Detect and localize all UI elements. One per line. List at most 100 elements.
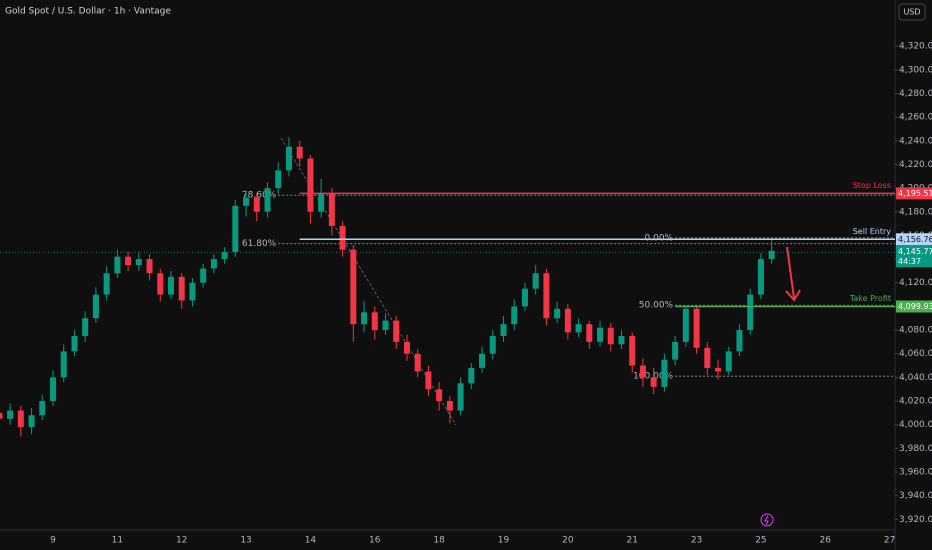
level-price: 4,156.76 [898, 235, 932, 244]
candle-body [607, 327, 614, 345]
fib-label: 61.80% [242, 239, 277, 249]
candle-body [564, 308, 571, 333]
candle-body [543, 273, 550, 319]
candle-body [307, 158, 314, 212]
y-tick-label: 3,920.00 [899, 515, 932, 525]
candle-body [479, 353, 486, 368]
candle-body [328, 194, 335, 226]
candle-body [511, 306, 518, 325]
candle-body [361, 312, 368, 325]
candle-body [457, 383, 464, 411]
candle-body [725, 351, 732, 372]
y-tick-label: 4,240.00 [899, 136, 932, 146]
candle-body [221, 251, 228, 260]
candle-body [575, 324, 582, 333]
level-badge [896, 300, 932, 313]
candle-body [17, 410, 24, 428]
candle-body [661, 359, 668, 387]
candle-body [393, 320, 400, 342]
x-tick-label: 14 [305, 536, 317, 546]
candle-body [125, 256, 132, 265]
x-tick-label: 27 [884, 536, 895, 546]
x-tick-label: 19 [498, 536, 510, 546]
candle-body [468, 367, 475, 384]
candle-body [768, 250, 775, 260]
x-tick-label: 9 [50, 536, 56, 546]
candle-body [318, 194, 325, 212]
y-tick-label: 3,960.00 [899, 468, 932, 478]
price-badge [896, 245, 932, 268]
candle-body [618, 335, 625, 345]
candle-body [28, 415, 35, 428]
y-tick-label: 4,300.00 [899, 65, 932, 75]
candle-body [693, 308, 700, 348]
fib-label: 78.60% [242, 191, 277, 201]
candle-body [114, 256, 121, 274]
candle-body [500, 324, 507, 336]
candle-body [736, 330, 743, 352]
candle-body [489, 335, 496, 354]
candle-body [253, 197, 260, 212]
currency-button[interactable] [898, 3, 926, 21]
candle-body [285, 146, 292, 171]
y-tick-label: 3,940.00 [899, 491, 932, 501]
level-name: Sell Entry [853, 227, 892, 236]
candle-body [49, 377, 56, 402]
x-tick-label: 21 [626, 536, 637, 546]
price-badge-value: 4,145.77 [898, 247, 932, 256]
candle-body [264, 188, 271, 212]
x-tick-label: 18 [433, 536, 445, 546]
currency-label[interactable]: USD [903, 8, 920, 17]
level-name: Stop Loss [853, 181, 891, 190]
x-tick-label: 12 [176, 536, 187, 546]
candle-body [296, 146, 303, 159]
candle-body [103, 273, 110, 295]
arrow-shaft [786, 246, 795, 299]
y-tick-label: 4,060.00 [899, 349, 932, 359]
level-price: 4,099.93 [898, 302, 932, 311]
x-tick-label: 11 [112, 536, 123, 546]
y-tick-label: 4,080.00 [899, 326, 932, 336]
candle-body [414, 353, 421, 372]
y-tick-label: 4,180.00 [899, 207, 932, 217]
y-tick-label: 4,120.00 [899, 278, 932, 288]
candle-body [682, 308, 689, 342]
x-tick-label: 25 [755, 536, 766, 546]
candle-body [82, 318, 89, 336]
candle-body [339, 225, 346, 250]
candle-body [350, 249, 357, 325]
y-tick-label: 4,000.00 [899, 420, 932, 430]
alert-icon[interactable] [760, 513, 774, 527]
y-tick-label: 3,980.00 [899, 444, 932, 454]
alert-bolt [764, 515, 769, 526]
x-tick-label: 26 [820, 536, 832, 546]
y-tick-label: 4,320.00 [899, 42, 932, 52]
candle-body [704, 347, 711, 368]
candle-body [715, 367, 722, 372]
chart-title: Gold Spot / U.S. Dollar · 1h · Vantage [5, 7, 171, 17]
y-tick-label: 4,260.00 [899, 113, 932, 123]
y-tick-label: 4,020.00 [899, 397, 932, 407]
x-tick-label: 23 [691, 536, 702, 546]
candle-body [403, 341, 410, 354]
candle-body [757, 259, 764, 295]
candle-body [650, 377, 657, 387]
candle-body [446, 401, 453, 411]
y-tick-label: 4,280.00 [899, 89, 932, 99]
candle-body [371, 312, 378, 331]
level-badge [896, 187, 932, 200]
candle-body [92, 294, 99, 319]
candle-body [200, 268, 207, 283]
candle-body [232, 205, 239, 252]
candle-body [521, 288, 528, 307]
price-countdown: 44:37 [898, 257, 921, 266]
candle-body [382, 320, 389, 331]
y-tick-label: 4,040.00 [899, 373, 932, 383]
candle-body [135, 259, 142, 265]
candle-body [0, 412, 3, 419]
candle-body [747, 294, 754, 331]
candle-body [178, 276, 185, 301]
candle-body [7, 410, 14, 419]
